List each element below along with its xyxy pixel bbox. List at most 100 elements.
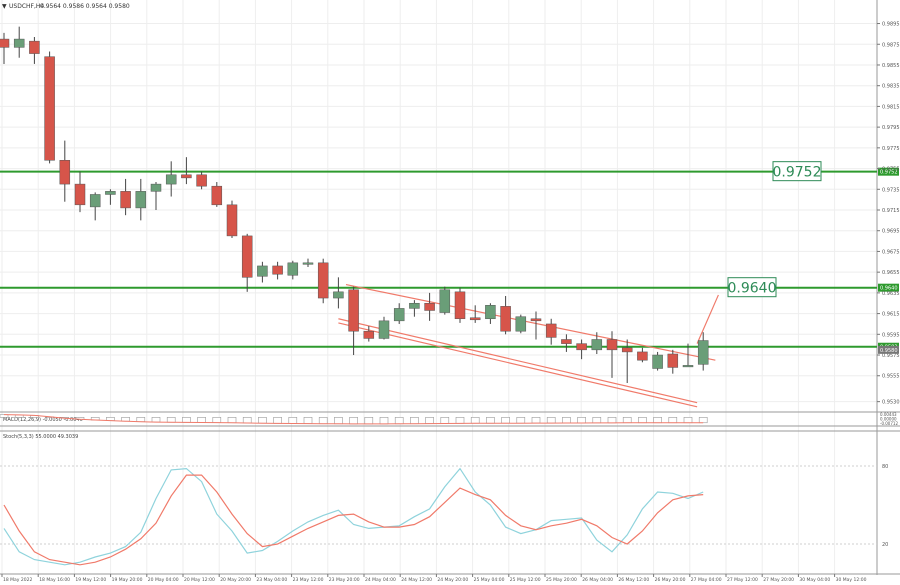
price-tick-label: 0.9875 bbox=[882, 42, 900, 48]
price-tick-label: 0.9855 bbox=[882, 63, 900, 69]
current-price-marker bbox=[878, 345, 899, 354]
time-tick-label: 24 May 12:00 bbox=[401, 577, 432, 583]
macd-histogram-bar bbox=[683, 417, 693, 424]
bull-candle bbox=[333, 291, 344, 299]
time-tick-label: 25 May 04:00 bbox=[474, 577, 505, 583]
bear-candle bbox=[211, 185, 223, 206]
price-tick-label: 0.9755 bbox=[882, 167, 900, 173]
bear-candle bbox=[272, 265, 283, 275]
macd-histogram-bar bbox=[592, 417, 602, 424]
bear-candle bbox=[363, 330, 375, 339]
price-tick-label: 0.9615 bbox=[882, 312, 900, 318]
bull-candle bbox=[409, 302, 420, 309]
level-price-tag-text: 0.9640 bbox=[880, 286, 898, 292]
macd-histogram-bar bbox=[607, 417, 617, 424]
macd-histogram-bar bbox=[410, 417, 419, 425]
price-tick-label: 0.9595 bbox=[882, 332, 900, 338]
level-label-0.9752: 0.9752 bbox=[773, 165, 822, 181]
time-tick-label: 27 May 20:00 bbox=[763, 577, 794, 583]
bull-candle bbox=[515, 316, 527, 332]
bear-candle bbox=[241, 235, 253, 278]
level-label-0.9640: 0.9640 bbox=[728, 281, 777, 297]
macd-histogram-bar bbox=[318, 417, 328, 425]
macd-histogram-bar bbox=[349, 417, 358, 425]
macd-histogram-bar bbox=[364, 417, 374, 425]
macd-tick-label: 0.00000 bbox=[880, 417, 897, 422]
macd-title: MACD(12,26,9) -0.0050 -0.0040 bbox=[3, 417, 83, 423]
level-label-box bbox=[772, 161, 822, 182]
bull-candle bbox=[682, 365, 694, 368]
stoch-signal-line bbox=[3, 474, 704, 566]
bear-candle bbox=[621, 347, 633, 353]
current-price-label: 0.9580 bbox=[880, 348, 898, 354]
bull-candle bbox=[439, 289, 451, 313]
macd-histogram-bar bbox=[470, 417, 480, 424]
macd-histogram-bar bbox=[136, 417, 146, 422]
bull-candle bbox=[697, 340, 709, 365]
time-tick-label: 20 May 04:00 bbox=[148, 577, 179, 583]
bull-candle bbox=[257, 265, 268, 277]
bull-candle bbox=[378, 320, 390, 339]
price-tick-label: 0.9530 bbox=[882, 400, 900, 406]
bull-candle bbox=[485, 305, 496, 320]
price-tick-label: 0.9815 bbox=[882, 104, 900, 110]
stoch-main-line bbox=[3, 467, 704, 566]
macd-histogram-bar bbox=[546, 417, 556, 424]
macd-tick-label: 0.00443 bbox=[880, 412, 897, 417]
triangle-down-icon[interactable]: ▼ bbox=[2, 3, 7, 10]
macd-histogram-bar bbox=[562, 417, 571, 424]
macd-histogram-bar bbox=[516, 417, 526, 424]
macd-histogram-bar bbox=[166, 417, 176, 423]
bull-candle bbox=[165, 174, 177, 185]
bear-candle bbox=[667, 353, 679, 368]
macd-histogram-bar bbox=[334, 417, 343, 425]
bear-candle bbox=[181, 174, 192, 179]
price-tick-label: 0.9775 bbox=[882, 146, 900, 152]
macd-histogram-bar bbox=[577, 417, 586, 424]
macd-histogram-bar bbox=[455, 417, 465, 424]
stoch-tick-label: 20 bbox=[882, 542, 888, 548]
macd-histogram-bar bbox=[668, 417, 678, 424]
bear-candle bbox=[196, 174, 207, 187]
trend-channel bbox=[338, 283, 719, 408]
macd-histogram-bar bbox=[531, 417, 541, 424]
bear-candle bbox=[454, 291, 466, 320]
level-price-tag bbox=[878, 167, 899, 176]
time-tick-label: 19 May 12:00 bbox=[75, 577, 106, 583]
bull-candle bbox=[13, 38, 25, 48]
price-tick-label: 0.9695 bbox=[882, 229, 900, 235]
time-tick-label: 19 May 20:00 bbox=[112, 577, 143, 583]
breakout-projection-line bbox=[696, 294, 719, 344]
time-tick-label: 20 May 20:00 bbox=[220, 577, 251, 583]
time-tick-label: 26 May 20:00 bbox=[655, 577, 686, 583]
time-tick-label: 24 May 20:00 bbox=[437, 577, 468, 583]
price-tick-label: 0.9835 bbox=[882, 84, 900, 90]
time-tick-label: 26 May 04:00 bbox=[582, 577, 613, 583]
macd-histogram-bar bbox=[394, 417, 404, 425]
macd-histogram-bar bbox=[212, 417, 222, 423]
macd-histogram-bar bbox=[425, 417, 434, 424]
bear-candle bbox=[424, 302, 435, 311]
level-label-box bbox=[727, 277, 777, 298]
time-tick-label: 30 May 12:00 bbox=[836, 577, 867, 583]
macd-histogram-bar bbox=[242, 417, 252, 424]
bull-candle bbox=[652, 354, 663, 369]
macd-histogram-bar bbox=[288, 417, 298, 424]
price-axis: 0.9895 0.9875 0.9855 0.9835 0.9815 0.9795 0.97… bbox=[877, 22, 900, 406]
time-tick-label: 23 May 04:00 bbox=[256, 577, 287, 583]
macd-histogram-bar bbox=[638, 417, 647, 424]
time-tick-label: 27 May 04:00 bbox=[691, 577, 722, 583]
stoch-tick-label: 80 bbox=[882, 464, 888, 470]
bear-candle bbox=[317, 262, 329, 299]
bear-candle bbox=[500, 306, 511, 332]
macd-histogram-bar bbox=[273, 417, 282, 424]
time-tick-label: 20 May 12:00 bbox=[184, 577, 215, 583]
candlestick-series bbox=[0, 26, 709, 383]
bull-candle bbox=[135, 191, 147, 209]
macd-histogram-bar bbox=[197, 417, 206, 423]
level-price-tag bbox=[878, 283, 899, 292]
macd-histogram-bar bbox=[501, 417, 510, 424]
price-tick-label: 0.9675 bbox=[882, 249, 900, 255]
level-price-tag-text: 0.9752 bbox=[880, 170, 898, 176]
